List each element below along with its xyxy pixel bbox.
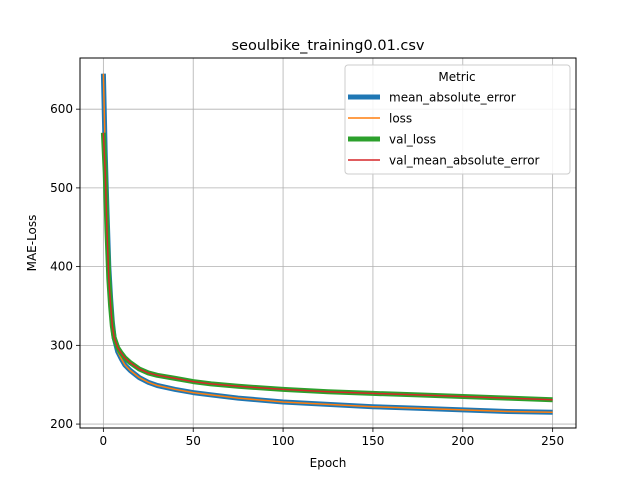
x-tick-label: 100: [272, 434, 295, 448]
series-line-3: [102, 132, 553, 401]
legend-label-0: mean_absolute_error: [389, 91, 516, 105]
y-tick-label: 500: [50, 181, 73, 195]
x-axis-label: Epoch: [310, 456, 347, 470]
legend-title: Metric: [438, 70, 475, 84]
y-tick-label: 300: [50, 338, 73, 352]
x-tick-label: 200: [451, 434, 474, 448]
y-tick-label: 200: [50, 417, 73, 431]
legend-label-1: loss: [389, 112, 412, 126]
plot-frame: [79, 57, 577, 429]
y-tick-label: 400: [50, 260, 73, 274]
x-tick-label: 50: [186, 434, 201, 448]
chart-title: seoulbike_training0.01.csv: [231, 38, 424, 54]
y-axis-ticks: 200 300 400 500 600: [50, 102, 80, 431]
x-tick-label: 0: [100, 434, 108, 448]
legend-box: [344, 64, 571, 175]
legend-label-3: val_mean_absolute_error: [389, 154, 540, 168]
y-tick-label: 600: [50, 102, 73, 116]
plot-series: [100, 73, 553, 415]
x-tick-label: 150: [361, 434, 384, 448]
y-axis-label: MAE-Loss: [25, 215, 39, 272]
legend-label-2: val_loss: [389, 133, 436, 147]
x-axis-ticks: 0 50 100 150 200 250: [100, 428, 564, 448]
x-tick-label: 250: [541, 434, 564, 448]
